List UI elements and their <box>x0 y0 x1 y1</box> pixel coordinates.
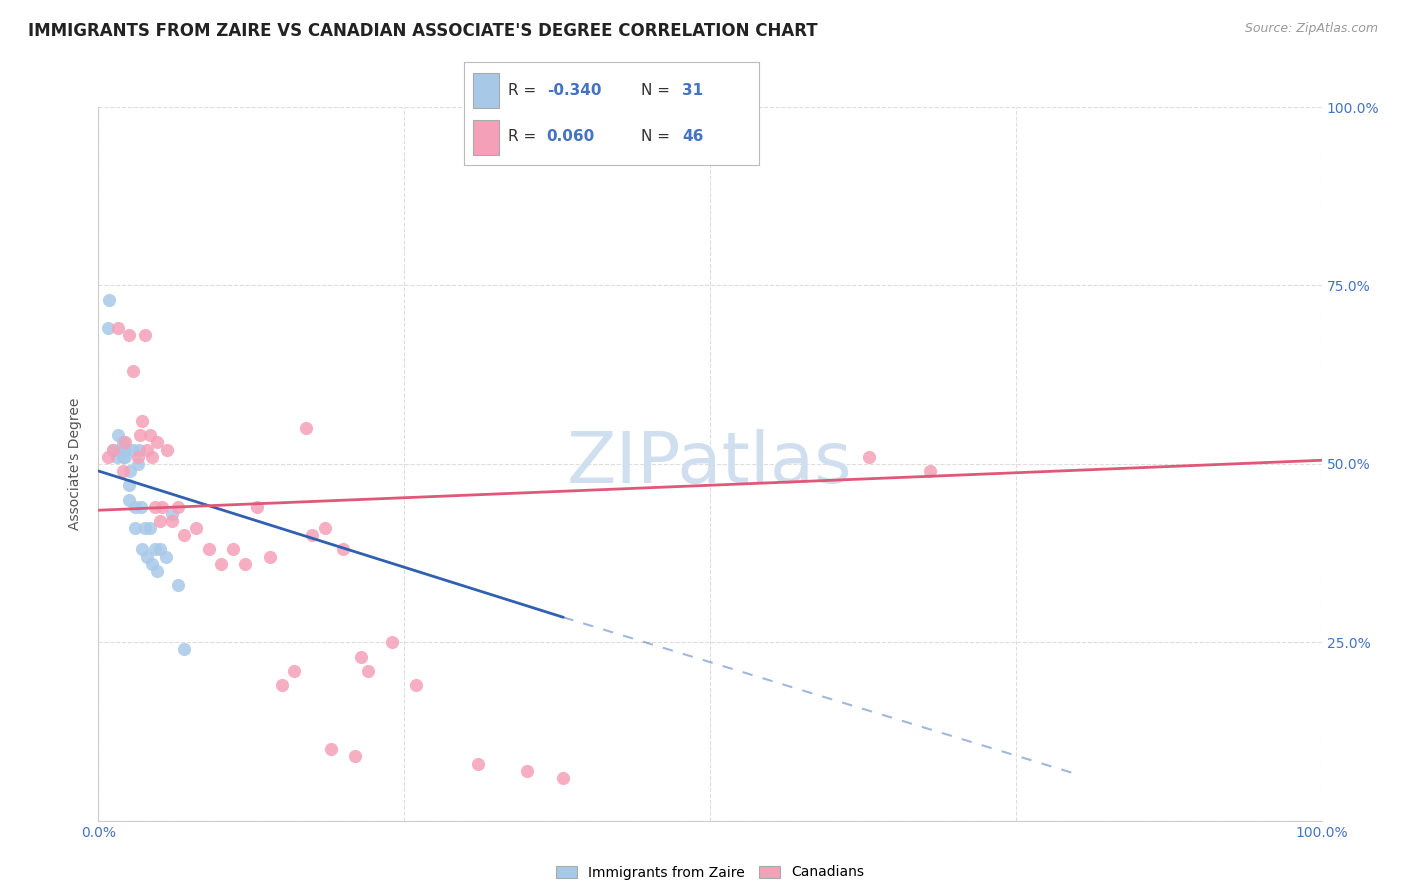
Point <box>136 549 159 564</box>
Point <box>167 578 190 592</box>
Point <box>246 500 269 514</box>
Point <box>146 564 169 578</box>
Point <box>114 442 136 457</box>
Text: 46: 46 <box>682 128 704 144</box>
Point <box>141 450 163 464</box>
Point <box>143 542 166 557</box>
Point <box>405 678 427 692</box>
Point <box>149 514 172 528</box>
Point <box>553 771 575 785</box>
Point <box>173 528 195 542</box>
Point <box>110 442 132 457</box>
Point <box>314 521 336 535</box>
Text: -0.340: -0.340 <box>547 83 602 97</box>
Point <box>124 521 146 535</box>
Point <box>141 557 163 571</box>
Text: R =: R = <box>509 128 541 144</box>
Point <box>127 450 149 464</box>
Point <box>270 678 294 692</box>
Point <box>131 542 153 557</box>
Text: Source: ZipAtlas.com: Source: ZipAtlas.com <box>1244 22 1378 36</box>
Point <box>356 664 378 678</box>
Point <box>134 328 156 343</box>
Point <box>129 500 152 514</box>
Point <box>120 464 142 478</box>
Point <box>233 557 256 571</box>
Text: R =: R = <box>509 83 541 97</box>
Point <box>146 435 169 450</box>
Point <box>149 542 172 557</box>
Point <box>332 542 354 557</box>
Point <box>186 521 208 535</box>
Point <box>97 321 120 335</box>
Text: IMMIGRANTS FROM ZAIRE VS CANADIAN ASSOCIATE'S DEGREE CORRELATION CHART: IMMIGRANTS FROM ZAIRE VS CANADIAN ASSOCI… <box>28 22 818 40</box>
Point <box>160 514 183 528</box>
Point <box>259 549 281 564</box>
Point <box>111 450 134 464</box>
Point <box>114 450 136 464</box>
Point <box>209 557 232 571</box>
Point <box>344 749 367 764</box>
Point <box>155 549 177 564</box>
Point <box>114 435 136 450</box>
Point <box>143 500 166 514</box>
Point <box>107 428 129 442</box>
Point <box>118 478 141 492</box>
Point <box>350 649 373 664</box>
Point <box>101 442 124 457</box>
Legend: Immigrants from Zaire, Canadians: Immigrants from Zaire, Canadians <box>551 860 869 885</box>
Text: ZIPatlas: ZIPatlas <box>567 429 853 499</box>
Text: N =: N = <box>641 83 675 97</box>
Point <box>467 756 489 771</box>
Point <box>156 442 179 457</box>
Point <box>127 457 149 471</box>
Point <box>121 364 143 378</box>
Point <box>128 442 150 457</box>
Point <box>134 521 156 535</box>
Point <box>381 635 404 649</box>
Point <box>139 521 162 535</box>
Point <box>283 664 305 678</box>
Point <box>97 450 120 464</box>
Point <box>319 742 342 756</box>
Point <box>131 414 153 428</box>
Point <box>111 464 134 478</box>
Point <box>105 450 128 464</box>
Point <box>118 328 141 343</box>
Point <box>124 500 146 514</box>
Point <box>139 428 162 442</box>
Point <box>121 442 143 457</box>
Point <box>222 542 245 557</box>
Point <box>295 421 318 435</box>
Point <box>118 492 141 507</box>
Point <box>101 442 124 457</box>
Point <box>167 500 190 514</box>
Point <box>136 442 159 457</box>
Point <box>858 450 880 464</box>
Point <box>920 464 942 478</box>
FancyBboxPatch shape <box>472 73 499 108</box>
Point <box>98 293 121 307</box>
FancyBboxPatch shape <box>472 120 499 155</box>
Text: 31: 31 <box>682 83 703 97</box>
Point <box>150 500 173 514</box>
Point <box>197 542 219 557</box>
Point <box>301 528 323 542</box>
Point <box>160 507 183 521</box>
Point <box>111 435 134 450</box>
Point <box>515 764 537 778</box>
Point <box>129 428 152 442</box>
Text: 0.060: 0.060 <box>547 128 595 144</box>
Point <box>173 642 195 657</box>
Y-axis label: Associate's Degree: Associate's Degree <box>69 398 83 530</box>
Text: N =: N = <box>641 128 675 144</box>
Point <box>107 321 129 335</box>
